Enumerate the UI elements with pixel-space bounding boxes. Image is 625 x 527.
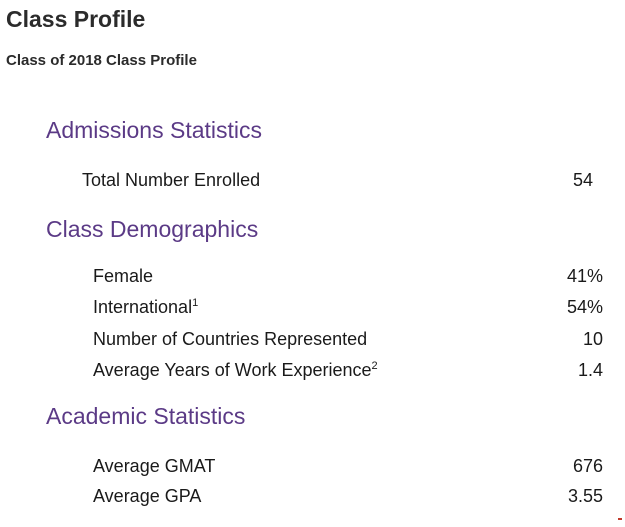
corner-mark bbox=[618, 518, 622, 520]
stat-label-text: International bbox=[93, 297, 193, 317]
page-subtitle: Class of 2018 Class Profile bbox=[6, 52, 197, 69]
section-heading-demographics: Class Demographics bbox=[46, 216, 259, 242]
stat-row-work-experience: Average Years of Work Experience2 1.4 bbox=[0, 360, 625, 386]
stat-value: 54 bbox=[572, 170, 593, 190]
stat-row-countries: Number of Countries Represented 10 bbox=[0, 329, 625, 355]
section-heading-academic: Academic Statistics bbox=[46, 403, 246, 429]
stat-label-text: Average Years of Work Experience bbox=[93, 360, 372, 380]
stat-row-gmat: Average GMAT 676 bbox=[0, 456, 625, 482]
footnote-marker: 1 bbox=[192, 297, 199, 309]
stat-row-gpa: Average GPA 3.55 bbox=[0, 486, 625, 512]
stat-label: Total Number Enrolled bbox=[82, 170, 261, 190]
page-title: Class Profile bbox=[6, 6, 146, 32]
stat-row-female: Female 41% bbox=[0, 266, 625, 292]
stat-value: 3.55 bbox=[567, 486, 603, 506]
footnote-marker: 2 bbox=[371, 360, 378, 372]
stat-value: 676 bbox=[572, 456, 603, 476]
stat-label: Number of Countries Represented bbox=[93, 329, 368, 349]
stat-row-international: International1 54% bbox=[0, 297, 625, 323]
stat-label-work-experience: Average Years of Work Experience2 bbox=[93, 360, 378, 381]
stat-label: Average GPA bbox=[93, 486, 202, 506]
stat-label: Average GMAT bbox=[93, 456, 216, 476]
stat-value: 1.4 bbox=[577, 360, 603, 380]
stat-label: Female bbox=[93, 266, 154, 286]
section-heading-admissions: Admissions Statistics bbox=[46, 117, 263, 143]
stat-row-total-enrolled: Total Number Enrolled 54 bbox=[0, 170, 625, 196]
stat-value: 10 bbox=[582, 329, 603, 349]
stat-value: 54% bbox=[566, 297, 603, 317]
stat-label-international: International1 bbox=[93, 297, 198, 318]
stat-value: 41% bbox=[566, 266, 603, 286]
